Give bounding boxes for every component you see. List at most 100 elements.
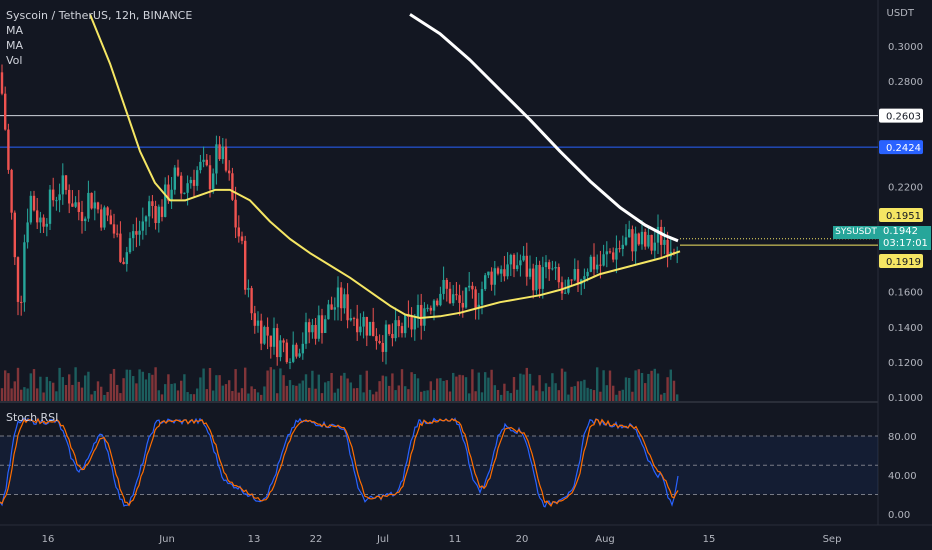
volume-bar: [144, 379, 148, 401]
volume-bar: [602, 370, 605, 401]
candle-body: [359, 326, 362, 333]
volume-bar: [525, 367, 528, 401]
stoch-rsi-label[interactable]: Stoch RSI: [6, 411, 59, 424]
candle-body: [404, 314, 407, 334]
candle-body: [218, 144, 221, 160]
stoch-rsi-panel: 80.00 40.00 0.00: [0, 417, 917, 521]
candle-body: [148, 201, 151, 217]
candle-body: [624, 237, 628, 245]
volume-bar: [301, 380, 304, 401]
volume-bar: [324, 382, 327, 401]
volume-bar: [423, 390, 426, 401]
price-tick-label: 0.3000: [888, 42, 923, 53]
volume-bar: [10, 388, 13, 401]
candle-body: [23, 242, 26, 303]
volume-bar: [16, 367, 20, 401]
candle-body: [295, 344, 298, 357]
volume-bar: [596, 367, 599, 401]
volume-bar: [106, 391, 109, 401]
candle-body: [42, 217, 45, 227]
volume-bar: [263, 386, 266, 401]
volume-bar: [490, 369, 493, 401]
volume-bar: [541, 391, 544, 401]
candle-body: [528, 268, 532, 277]
volume-bar: [676, 394, 679, 401]
volume-bar: [317, 374, 320, 401]
volume-bar: [384, 376, 388, 401]
indicator-vol[interactable]: Vol: [6, 54, 23, 67]
volume-bar: [84, 375, 87, 401]
candle-body: [477, 304, 480, 309]
price-tick-label: 0.1200: [888, 358, 923, 369]
price-tick-label: 0.2200: [888, 182, 923, 193]
time-tick-label: 13: [248, 534, 261, 545]
candle-body: [292, 344, 295, 362]
current-price: 0.1942: [883, 226, 918, 237]
candle-body: [541, 267, 544, 289]
candle-body: [106, 207, 109, 216]
candle-body: [0, 72, 4, 94]
volume-bar: [381, 375, 384, 401]
volume-bar: [612, 385, 615, 401]
volume-bar: [170, 383, 173, 401]
volume-bar: [640, 372, 644, 401]
chart-title: Syscoin / TetherUS, 12h, BINANCE: [6, 9, 193, 22]
volume-bar: [487, 377, 490, 401]
candle-body: [429, 307, 432, 311]
volume-bar: [180, 380, 183, 401]
volume-bar: [256, 392, 260, 401]
candle-body: [452, 294, 455, 304]
candle-body: [282, 340, 285, 343]
candle-body: [410, 316, 413, 330]
candle-body: [644, 231, 647, 247]
volume-bar: [416, 378, 420, 401]
volume-bar: [426, 390, 429, 401]
volume-bar: [45, 376, 48, 401]
volume-bar: [231, 391, 234, 401]
volume-bar: [320, 393, 324, 401]
volume-bar: [375, 391, 378, 401]
volume-bar: [554, 383, 557, 401]
candle-body: [16, 257, 20, 302]
volume-bar: [221, 385, 224, 401]
volume-bar: [480, 392, 484, 401]
volume-bar: [528, 373, 532, 401]
candle-body: [522, 255, 525, 261]
volume-bar: [532, 385, 535, 401]
volume-bar: [439, 378, 442, 401]
candle-body: [487, 271, 490, 276]
volume-bar: [288, 380, 292, 401]
volume-bar: [285, 385, 288, 401]
volume-bar: [589, 389, 592, 401]
candle-body: [144, 216, 148, 222]
time-tick-label: Sep: [823, 534, 842, 545]
volume-bar: [352, 388, 356, 401]
candle-body: [426, 307, 429, 309]
candle-body: [557, 267, 560, 283]
candle-body: [503, 269, 506, 277]
indicator-ma-2[interactable]: MA: [6, 39, 24, 52]
level-tag-blue-text: 0.2424: [886, 143, 921, 154]
volume-bar: [330, 372, 333, 401]
volume-bar: [442, 380, 445, 401]
volume-bar: [228, 380, 231, 401]
candle-body: [346, 294, 349, 321]
volume-bar: [244, 367, 247, 401]
volume-bar: [372, 394, 375, 401]
candle-body: [554, 267, 557, 269]
candle-body: [186, 183, 189, 193]
volume-bar: [624, 377, 628, 401]
indicator-ma-1[interactable]: MA: [6, 24, 24, 37]
volume-bar: [618, 390, 621, 401]
candle-body: [208, 165, 212, 190]
volume-bar: [669, 369, 672, 401]
volume-bar: [573, 386, 576, 401]
candle-body: [660, 226, 663, 245]
volume-bar: [20, 389, 23, 401]
candle-body: [589, 256, 592, 272]
axes: 0.3000 0.2800 0.2200 0.1600 0.1400 0.1200 0.10…: [42, 42, 923, 545]
volume-bar: [42, 392, 45, 401]
volume-bar: [493, 385, 496, 401]
rsi-tick-label: 40.00: [888, 471, 917, 482]
